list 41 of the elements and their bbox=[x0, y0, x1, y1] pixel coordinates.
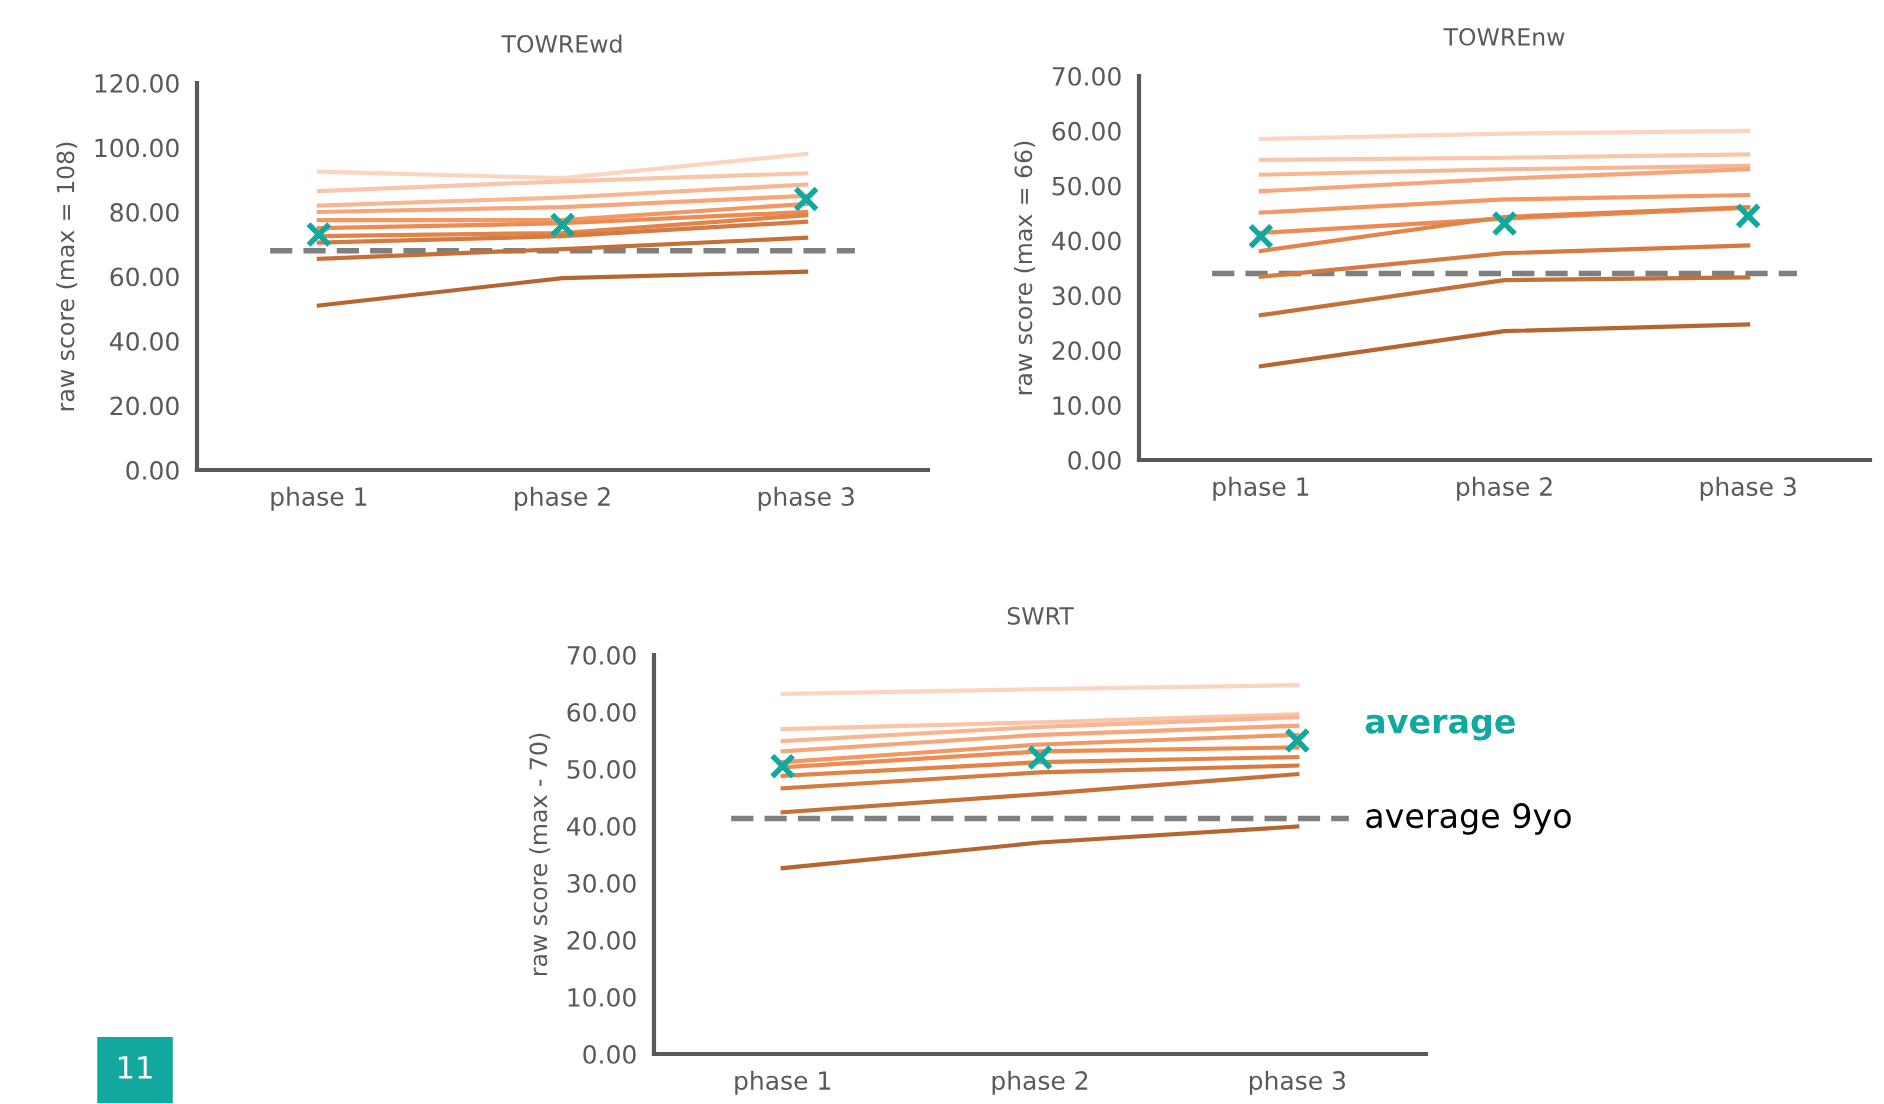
x-tick-label: phase 2 bbox=[515, 486, 610, 511]
y-tick-label: 0.00 bbox=[583, 1044, 636, 1064]
x-tick-label: phase 1 bbox=[735, 1070, 830, 1095]
y-tick-label: 20.00 bbox=[1052, 341, 1121, 361]
x-tick-label: phase 3 bbox=[758, 486, 854, 511]
y-tick-label: 10.00 bbox=[1053, 396, 1121, 415]
x-tick-label: phase 2 bbox=[1457, 476, 1552, 501]
y-tick-label: 50.00 bbox=[1052, 176, 1121, 196]
x-tick-label: phase 3 bbox=[1249, 1070, 1345, 1095]
y-tick-label: 120.00 bbox=[95, 73, 179, 93]
y-tick-label: 20.00 bbox=[110, 396, 179, 416]
x-tick-label: phase 2 bbox=[992, 1070, 1088, 1095]
series-label: average bbox=[1365, 714, 1515, 741]
chart-title: TOWREnw bbox=[1443, 27, 1565, 46]
y-tick-label: 60.00 bbox=[567, 702, 636, 722]
y-tick-label: 70.00 bbox=[567, 645, 636, 665]
y-tick-label: 60.00 bbox=[110, 267, 179, 287]
y-axis-title: raw score (max = 66) bbox=[1014, 141, 1036, 395]
y-axis-title: raw score (max = 108) bbox=[56, 142, 78, 411]
y-tick-label: 30.00 bbox=[567, 873, 636, 893]
y-tick-label: 100.00 bbox=[95, 138, 179, 158]
x-tick-label: phase 3 bbox=[1700, 476, 1796, 501]
y-tick-label: 0.00 bbox=[1068, 450, 1121, 470]
y-tick-label: 30.00 bbox=[1052, 286, 1121, 306]
y-tick-label: 60.00 bbox=[1052, 121, 1121, 141]
y-tick-label: 80.00 bbox=[110, 202, 179, 222]
x-tick-label: phase 1 bbox=[271, 486, 367, 511]
chart-title: TOWREwd bbox=[501, 34, 622, 53]
y-tick-label: 70.00 bbox=[1052, 66, 1121, 86]
y-tick-label: 0.00 bbox=[126, 460, 179, 480]
y-tick-label: 40.00 bbox=[566, 816, 636, 836]
chart-title: SWRT bbox=[1007, 606, 1074, 625]
y-tick-label: 10.00 bbox=[568, 987, 636, 1007]
x-tick-label: phase 1 bbox=[1213, 476, 1309, 501]
y-axis-title: raw score (max - 70) bbox=[529, 733, 551, 976]
y-tick-label: 50.00 bbox=[567, 759, 636, 779]
text: 11 bbox=[118, 1056, 152, 1079]
y-tick-label: 40.00 bbox=[1051, 231, 1121, 251]
ref-line-label: average 9yo bbox=[1366, 803, 1571, 835]
y-tick-label: 40.00 bbox=[109, 331, 179, 351]
y-tick-label: 20.00 bbox=[567, 930, 636, 950]
